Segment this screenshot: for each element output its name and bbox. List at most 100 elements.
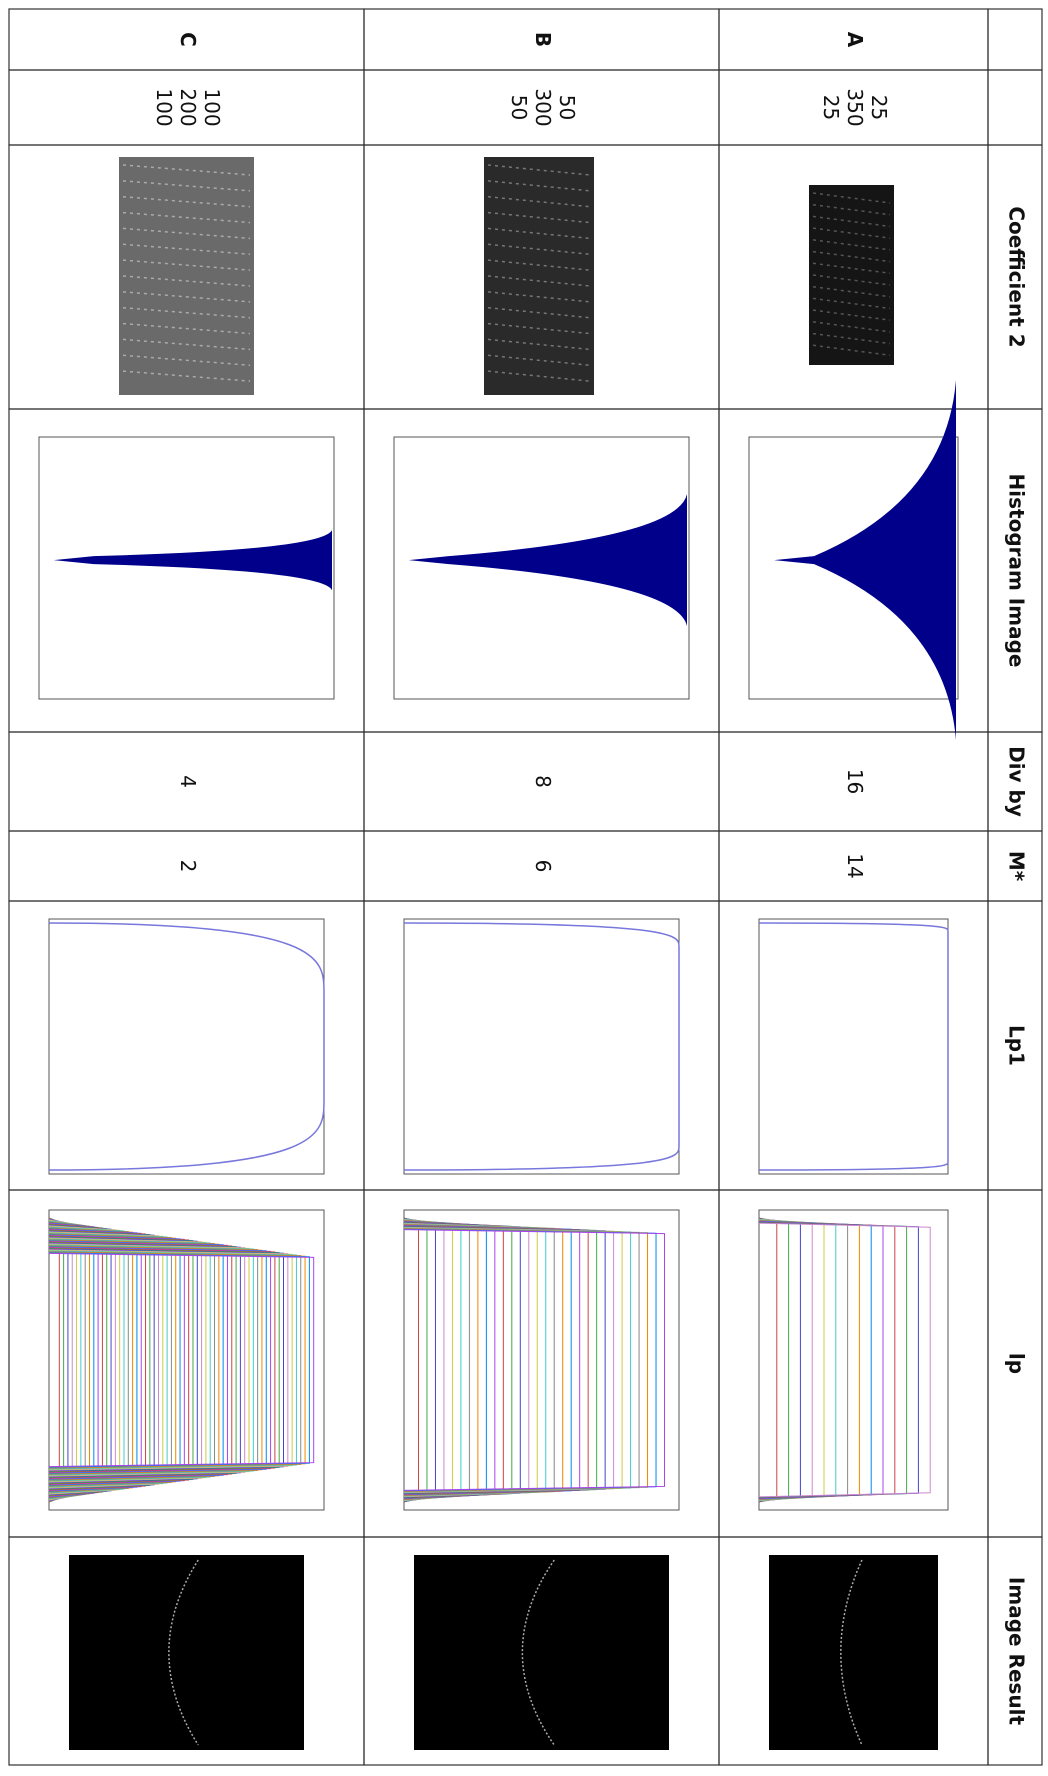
image-texture — [122, 370, 251, 382]
image-texture — [487, 275, 591, 287]
lp-curve — [48, 1231, 164, 1489]
lp-curve — [48, 1232, 168, 1488]
image-texture — [487, 354, 591, 367]
histogram-bars — [53, 530, 332, 591]
image-texture — [122, 195, 251, 208]
m-star: 14 — [843, 853, 867, 878]
lp-curve — [48, 1252, 310, 1468]
image-texture — [122, 338, 251, 351]
lp-curve — [758, 1222, 931, 1498]
image-texture — [812, 321, 891, 333]
header-label: Div by — [1005, 746, 1029, 817]
image-texture — [122, 180, 251, 192]
lp-curve — [48, 1240, 224, 1480]
image-texture — [487, 243, 591, 256]
coefficient: 200 — [176, 88, 200, 126]
header-label: Image Result — [1005, 1577, 1029, 1726]
image-texture — [122, 259, 251, 271]
result-edge — [521, 1559, 555, 1746]
image-texture — [122, 243, 251, 256]
lp-curve — [48, 1236, 194, 1484]
coefficient: 300 — [531, 88, 555, 126]
image-texture — [487, 195, 591, 208]
lp-curve — [48, 1244, 254, 1476]
image-texture — [122, 275, 251, 287]
header-label: Histogram Image — [1005, 474, 1029, 668]
lp-curve — [48, 1249, 293, 1471]
lp1-axes — [48, 918, 325, 1175]
result-image — [769, 1555, 938, 1750]
lp-curve — [48, 1239, 216, 1481]
table-cell — [987, 1536, 1043, 1766]
coefficient: 25 — [867, 95, 891, 120]
lp-curve — [48, 1247, 276, 1473]
lp-curve — [48, 1242, 237, 1478]
header-label: lp — [1005, 1353, 1029, 1374]
image-texture — [122, 322, 251, 335]
lp-curve — [48, 1228, 142, 1492]
coefficient-image — [809, 185, 894, 365]
table-cell — [8, 1536, 365, 1766]
image-texture — [812, 203, 891, 216]
lp-curve — [48, 1252, 315, 1468]
row-label: C — [176, 32, 200, 47]
coefficient: 50 — [507, 95, 531, 120]
row-label: B — [531, 32, 555, 47]
image-texture — [122, 306, 251, 319]
image-texture — [812, 285, 891, 298]
image-texture — [122, 354, 251, 367]
lp1-curve — [48, 922, 325, 1171]
lp-curve — [48, 1235, 190, 1485]
image-texture — [487, 370, 591, 382]
lp-curve — [48, 1230, 151, 1490]
image-texture — [812, 297, 891, 310]
image-texture — [122, 211, 251, 224]
image-texture — [812, 344, 891, 357]
result-edge — [840, 1559, 863, 1746]
lp-curve — [48, 1249, 289, 1471]
image-texture — [812, 332, 891, 345]
lp-curve — [48, 1248, 280, 1472]
image-texture — [812, 215, 891, 228]
lp-curve — [48, 1250, 297, 1470]
table-cell — [987, 69, 1043, 146]
image-texture — [812, 227, 891, 239]
coefficient: 50 — [555, 95, 579, 120]
image-texture — [122, 291, 251, 303]
lp-curve — [403, 1229, 666, 1491]
lp-curve — [48, 1237, 207, 1483]
lp-curve — [48, 1245, 263, 1475]
result-image — [414, 1555, 669, 1750]
lp-curve — [48, 1251, 306, 1469]
lp-curve — [48, 1238, 211, 1482]
image-texture — [487, 338, 591, 351]
header-label: Coefficient 2 — [1005, 206, 1029, 347]
image-texture — [487, 259, 591, 271]
lp-curve — [48, 1234, 185, 1486]
lp-curve — [48, 1227, 134, 1493]
histogram-bars — [774, 380, 956, 741]
lp-curve — [48, 1242, 241, 1478]
lp-axes — [403, 1209, 680, 1511]
coefficient: 100 — [152, 88, 176, 126]
lp-curve — [48, 1233, 172, 1487]
table-cell — [987, 8, 1043, 71]
lp1-axes — [758, 918, 949, 1175]
lp1-curve — [403, 922, 680, 1171]
coefficient-image — [484, 157, 594, 395]
image-texture — [487, 164, 591, 176]
lp-curve — [48, 1243, 250, 1477]
lp-axes — [758, 1209, 949, 1511]
lp1-axes — [403, 918, 680, 1175]
lp-curve — [48, 1246, 272, 1474]
header-label: Lp1 — [1005, 1025, 1029, 1066]
lp-curve — [48, 1251, 302, 1469]
result-edge — [168, 1559, 199, 1746]
lp-curve — [48, 1245, 259, 1475]
m-star: 6 — [531, 860, 555, 873]
lp-curve — [48, 1246, 267, 1474]
lp-curve — [48, 1231, 159, 1489]
lp1-curve — [758, 922, 949, 1171]
lp-curve — [48, 1241, 233, 1479]
